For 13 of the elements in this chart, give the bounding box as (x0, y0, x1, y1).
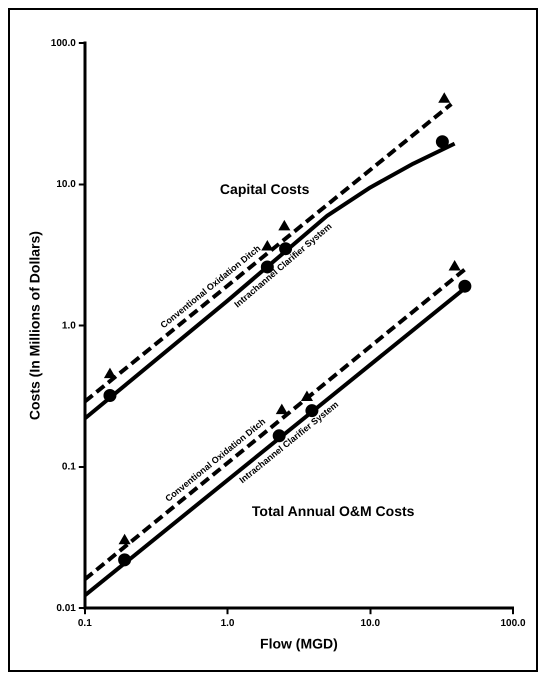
x-tick-label: 1.0 (220, 618, 235, 629)
annotation: Capital Costs (220, 180, 310, 197)
y-tick-label: 100.0 (50, 38, 76, 49)
y-tick-label: 1.0 (62, 320, 76, 332)
x-tick-label: 100.0 (500, 618, 526, 629)
y-tick-label: 10.0 (56, 179, 76, 190)
y-tick-label: 0.1 (62, 462, 76, 473)
annotation: Total Annual O&M Costs (252, 502, 415, 519)
y-tick-label: 0.01 (56, 602, 76, 614)
x-axis-title: Flow (MGD) (260, 635, 338, 652)
y-axis-title: Costs (In Millions of Dollars) (26, 231, 42, 420)
x-tick-label: 10.0 (360, 618, 380, 629)
x-tick-label: 0.1 (78, 618, 92, 629)
